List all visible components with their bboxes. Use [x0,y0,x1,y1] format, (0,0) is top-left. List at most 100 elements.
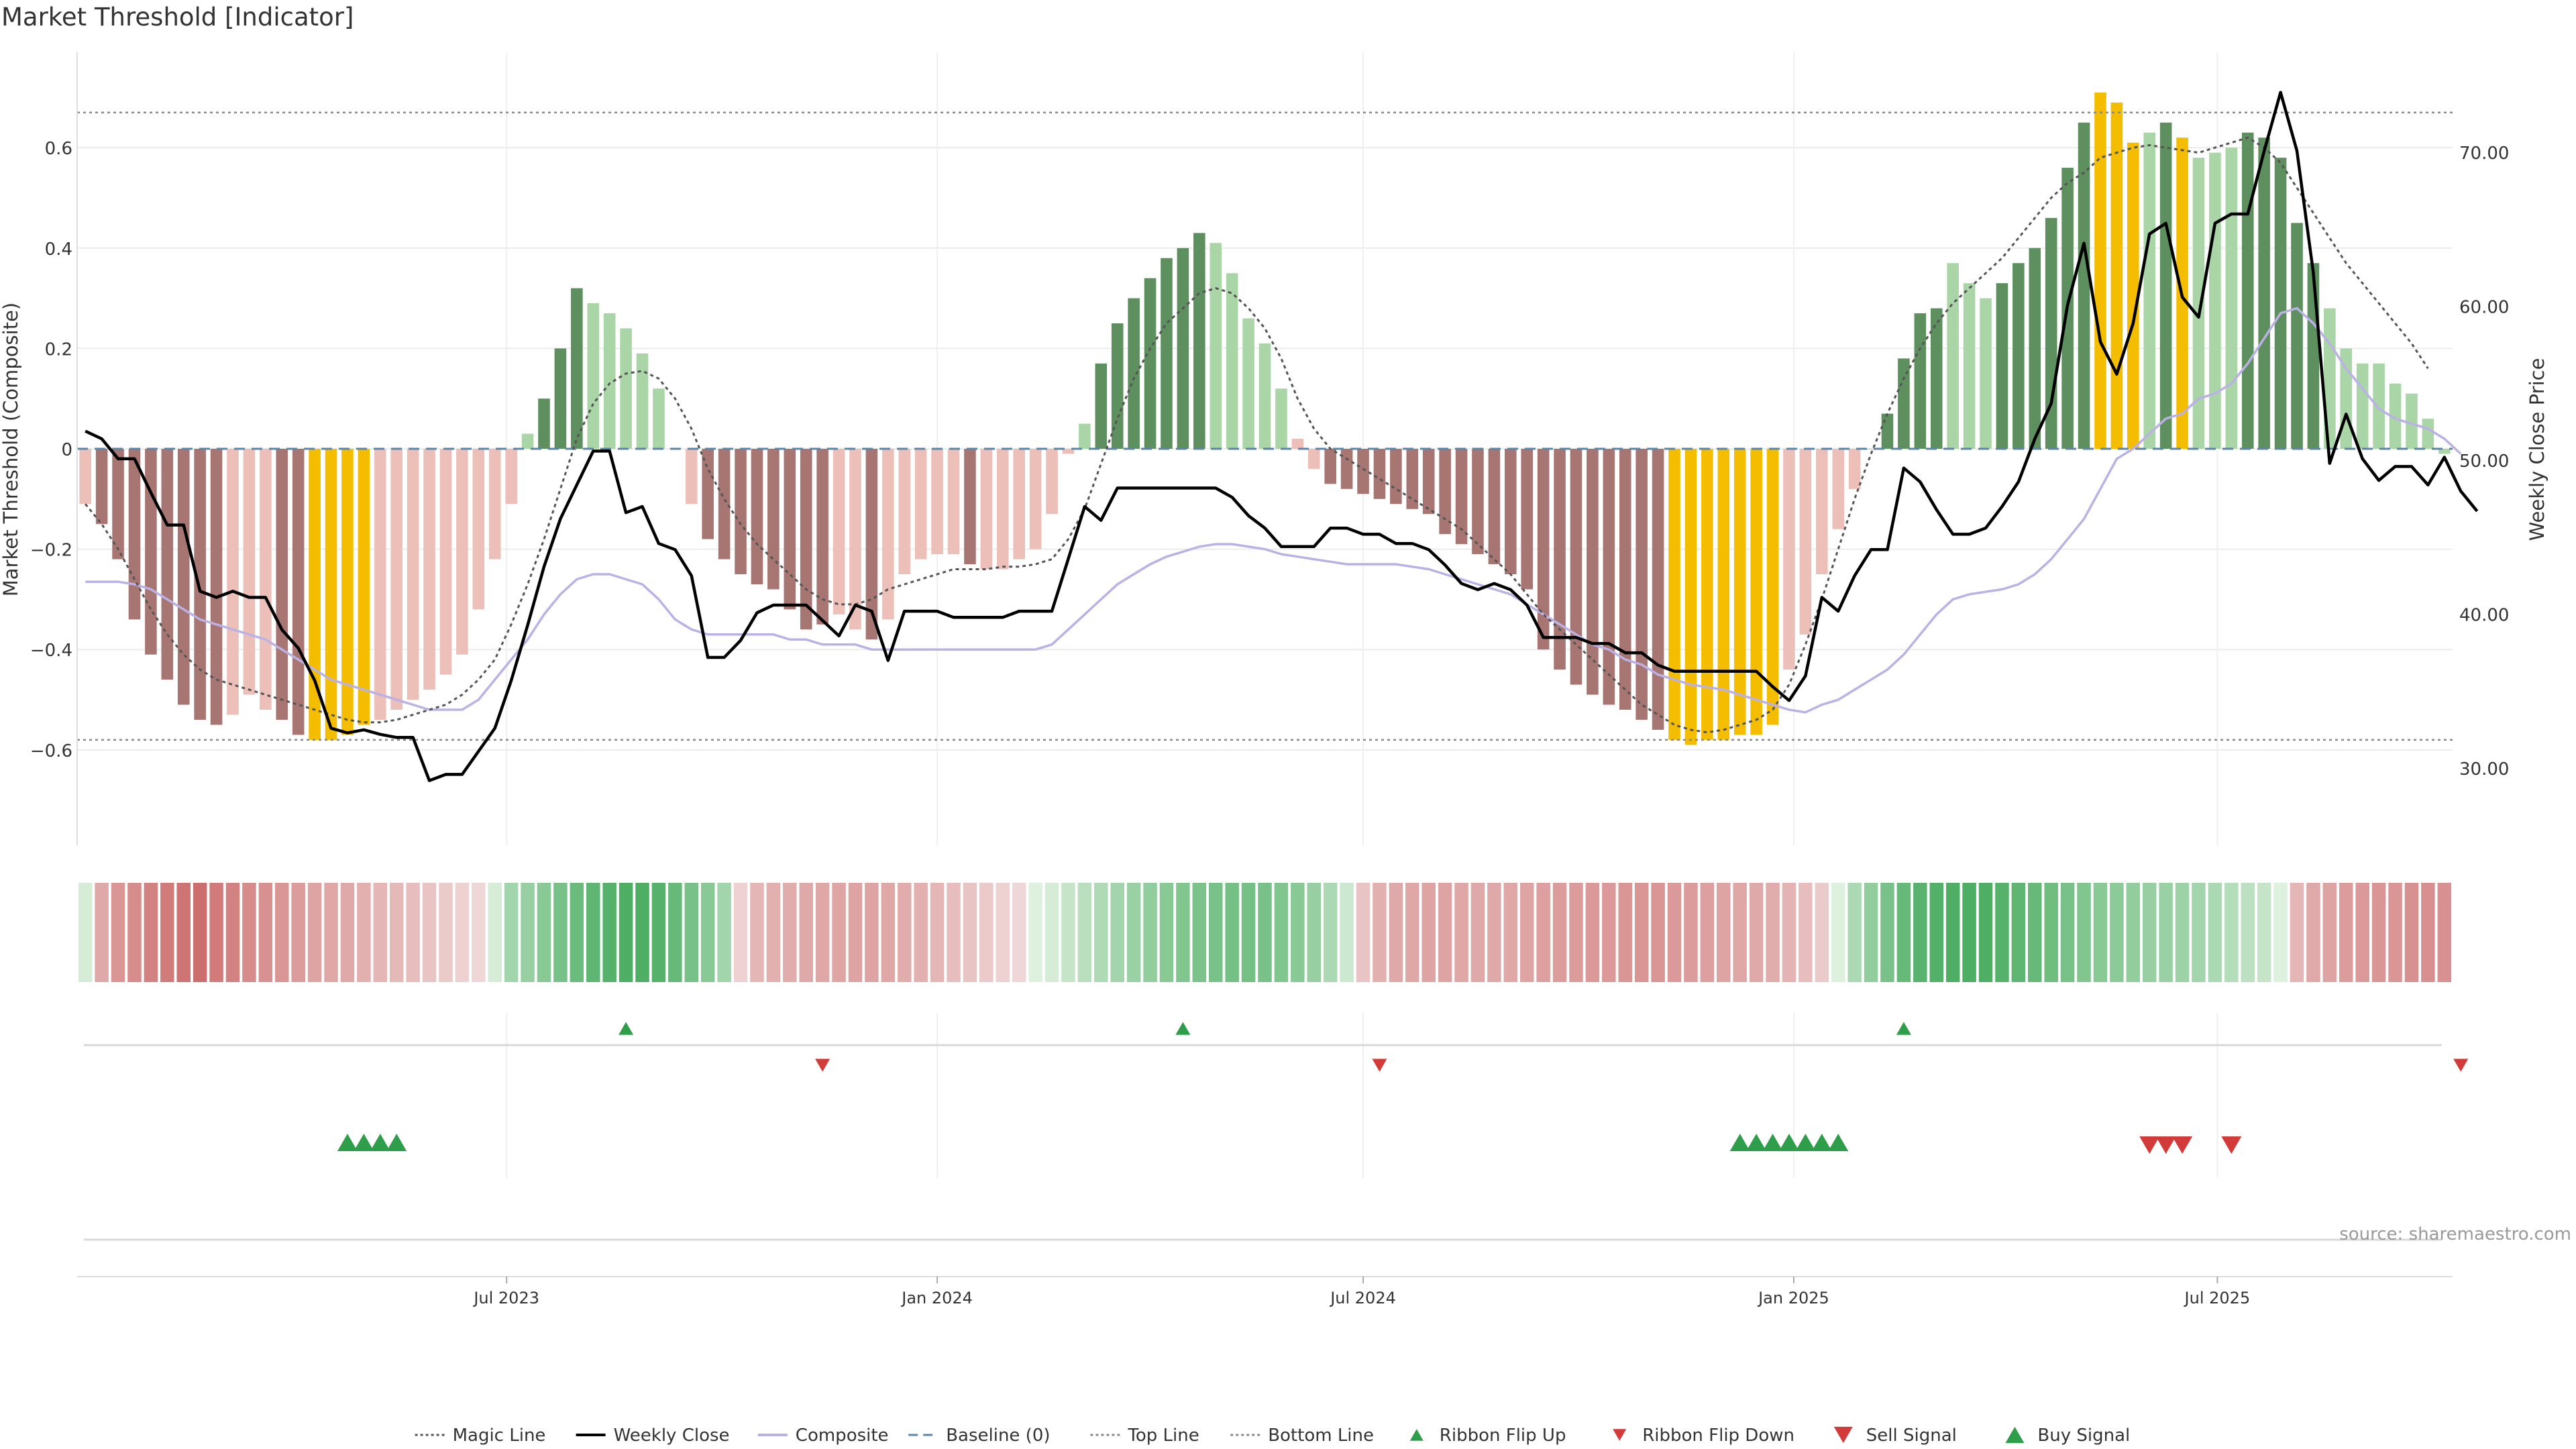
ribbon-cell [144,883,158,982]
composite-bar [587,303,600,449]
ribbon-cell [996,883,1010,982]
ribbon-cell [2060,883,2075,982]
ribbon-cell [225,883,240,982]
ribbon-cell [1766,883,1780,982]
legend-label: Ribbon Flip Up [1440,1426,1566,1446]
sell-signal-marker [2155,1136,2176,1155]
composite-bar [2110,102,2123,449]
ribbon-cell [963,883,977,982]
ribbon-cell [1405,883,1419,982]
composite-bar [1046,449,1058,515]
ribbon-cell [881,883,896,982]
buy-signal-marker [370,1133,390,1152]
x-tick-label: Jul 2023 [472,1289,539,1307]
ribbon-cell [1438,883,1452,982]
composite-bar [2012,263,2025,449]
legend-item: Ribbon Flip Down [1613,1426,1794,1446]
ribbon-cell [1634,883,1649,982]
ribbon-cell [766,883,781,982]
legend: Magic Line Weekly Close Composite Baseline … [415,1426,2130,1446]
composite-bar [1422,449,1435,515]
legend-label: Baseline (0) [946,1426,1050,1446]
legend-item: Buy Signal [2005,1426,2130,1446]
ribbon-cell [1880,883,1894,982]
composite-bar [227,449,239,715]
ribbon-cell [602,883,616,982]
composite-bar [128,449,141,620]
legend-item: Bottom Line [1230,1426,1374,1446]
ribbon-cell [930,883,945,982]
legend-swatch [1833,1426,1853,1444]
legend-item: Magic Line [415,1426,545,1446]
ribbon-cell [78,883,93,982]
ribbon-cell [2273,883,2288,982]
ribbon-cell [799,883,813,982]
composite-bar [653,388,665,449]
ribbon-cell [2306,883,2320,982]
composite-bar [194,449,206,720]
composite-bar [914,449,927,559]
ribbon-cell [619,883,633,982]
ribbon-cell [668,883,682,982]
left-axis: 0.6 0.4 0.2 0 −0.2 −0.4 −0.6 [30,139,72,761]
composite-bar [439,449,452,675]
ribbon-cell [2371,883,2386,982]
source-note: source: sharemaestro.com [2339,1224,2571,1244]
ribbon-cell [2421,883,2435,982]
ribbon-cell [1896,883,1911,982]
ribbon-cell [1978,883,1993,982]
composite-bar [1963,283,1976,449]
composite-bar [1406,449,1419,509]
ribbon-cell [2290,883,2304,982]
ribbon-cell [389,883,404,982]
ribbon-cell [1847,883,1862,982]
ribbon-cell [1618,883,1633,982]
ribbon-cell [242,883,256,982]
sell-signal-marker [2139,1136,2160,1155]
ribbon-cell [1389,883,1403,982]
ribbon-cell [2355,883,2369,982]
buy-signal-marker [1746,1133,1767,1152]
composite-bar [964,449,976,565]
composite-bar [1783,449,1795,670]
legend-swatch [1613,1429,1627,1441]
left-tick-label: −0.4 [30,641,72,661]
composite-line [85,307,2462,714]
ribbon-cell [193,883,207,982]
composite-bar [1488,449,1501,565]
ribbon-cell [209,883,223,982]
ribbon-cell [1519,883,1534,982]
ribbon-cell [1241,883,1256,982]
legend-label: Buy Signal [2037,1426,2130,1446]
ribbon-cell [1684,883,1698,982]
composite-bar [702,449,714,539]
composite-bar [1914,313,1927,449]
composite-bar [1898,358,1910,449]
composite-bar [947,449,960,555]
composite-bar [358,449,370,725]
ribbon-cell [1470,883,1485,982]
ribbon-cell [1487,883,1501,982]
composite-bar [2274,158,2287,449]
left-axis-label: Market Threshold (Composite) [0,303,22,596]
composite-bar [1766,449,1779,725]
composite-bar [849,449,861,630]
composite-bar [2192,158,2205,449]
composite-bar [1750,449,1762,735]
composite-bar [1144,278,1157,449]
composite-bar [2143,132,2156,449]
ribbon-flip-markers [619,1022,2469,1072]
ribbon-cell [1749,883,1764,982]
ribbon-cell [2011,883,2026,982]
composite-bar [1816,449,1828,575]
ribbon-cell [2159,883,2173,982]
ribbon-cell [1503,883,1518,982]
ribbon-cell [2142,883,2157,982]
ribbon-cell [733,883,748,982]
composite-bar [210,449,223,725]
legend-item: Weekly Close [576,1426,730,1446]
composite-bar [2422,419,2434,449]
right-tick-label: 60.00 [2459,298,2509,318]
ribbon-cell [2322,883,2337,982]
composite-bar [423,449,435,690]
